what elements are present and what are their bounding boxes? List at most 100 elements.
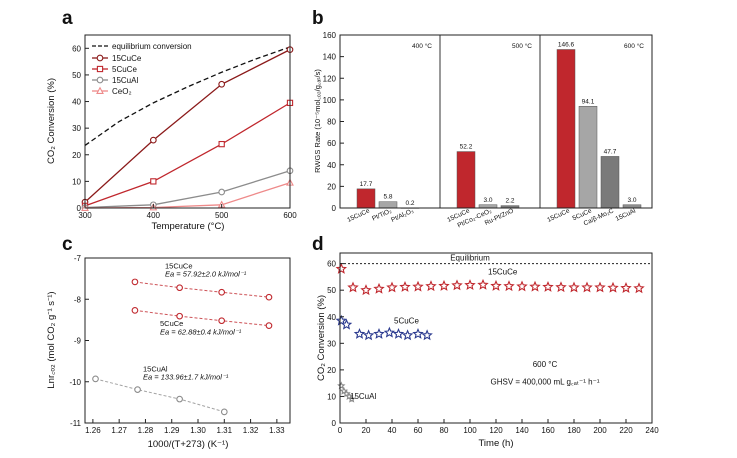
chart-a-ytick-label: 30 — [72, 124, 81, 133]
chart-b-ytick-label: 160 — [323, 31, 337, 40]
chart-c-ea-label: Ea = 57.92±2.0 kJ/mol⁻¹ — [165, 270, 247, 279]
chart-d-point — [373, 282, 385, 294]
panel-label-d: d — [312, 234, 324, 255]
chart-a-point — [218, 188, 226, 196]
chart-c-xtick-label: 1.32 — [243, 426, 259, 435]
chart-a-line-0 — [84, 49, 291, 203]
chart-d-xtick-label: 140 — [515, 426, 529, 435]
chart-a-point — [149, 136, 157, 144]
chart-c-point — [218, 288, 226, 296]
chart-a-frame — [84, 34, 291, 209]
chart-d-series-label: 5CuCe — [394, 316, 419, 325]
chart-d-xtick-label: 40 — [388, 426, 397, 435]
chart-c-xtick-label: 1.33 — [269, 426, 285, 435]
chart-b-bar-value: 52.2 — [460, 144, 473, 151]
chart-a-xtick-label: 600 — [283, 211, 297, 220]
chart-b-ytick-label: 40 — [327, 161, 336, 170]
chart-a-line-1 — [84, 102, 291, 207]
chart-a: a 300 400 500 600 0 10 20 30 40 50 60 Temperature … — [46, 8, 297, 232]
chart-c-fit-line — [95, 378, 225, 413]
chart-b-bar-value: 5.8 — [383, 194, 392, 201]
chart-d-xtick-label: 220 — [619, 426, 633, 435]
chart-d-xtick-label: 240 — [645, 426, 659, 435]
chart-d-point — [383, 326, 396, 338]
chart-b-bar-value: 3.0 — [483, 197, 492, 204]
chart-d-point — [401, 329, 414, 341]
chart-d-point — [594, 281, 606, 293]
chart-c-point — [176, 312, 183, 320]
chart-d-xtick-label: 0 — [338, 426, 343, 435]
chart-a-point — [218, 140, 225, 148]
chart-b-bar — [578, 106, 598, 209]
chart-d-point — [412, 280, 424, 292]
chart-d-ytick-label: 60 — [327, 260, 336, 269]
chart-d-point — [581, 281, 593, 293]
legend-label: 15CuCe — [112, 54, 142, 63]
chart-d-series-label: 15CuCe — [488, 267, 518, 276]
chart-d-xtick-label: 200 — [593, 426, 607, 435]
chart-a-ytick-label: 0 — [77, 204, 82, 213]
chart-c-ytick-label: -7 — [74, 254, 82, 263]
chart-b-bar — [356, 188, 376, 209]
chart-d-xtick-label: 120 — [489, 426, 503, 435]
legend-label: 5CuCe — [112, 65, 137, 74]
chart-b-bar — [556, 49, 576, 209]
chart-c-xtick-label: 1.27 — [111, 426, 127, 435]
chart-a-xtick-label: 500 — [215, 211, 229, 220]
panel-label-c: c — [62, 234, 73, 255]
chart-d-series-label: 15CuAl — [350, 392, 376, 401]
chart-b-ytick-label: 60 — [327, 139, 336, 148]
chart-d-point — [438, 279, 450, 291]
chart-b-ytick-label: 120 — [323, 74, 337, 83]
chart-c-xtick-label: 1.28 — [138, 426, 154, 435]
chart-a-ytick-label: 50 — [72, 71, 81, 80]
chart-d-point — [392, 327, 405, 339]
chart-d-point — [620, 282, 632, 293]
chart-d: d 0 20 40 60 80 100 120 140 160 180 200 220 240 0 10 20… — [312, 234, 659, 449]
chart-b-ytick-label: 100 — [323, 96, 337, 105]
chart-b-ytick-label: 20 — [327, 182, 336, 191]
chart-c-ea-label: Ea = 62.88±0.4 kJ/mol⁻¹ — [160, 327, 242, 336]
chart-b-group-temp: 600 °C — [624, 42, 644, 50]
chart-c-series-label: 15CuAl — [143, 364, 168, 373]
chart-d-ylabel: CO₂ Conversion (%) — [316, 295, 327, 381]
chart-d-point — [399, 280, 411, 292]
chart-c-point — [134, 386, 141, 393]
chart-b-ytick-label: 0 — [332, 204, 337, 213]
chart-d-xtick-label: 100 — [463, 426, 477, 435]
chart-a-equilibrium-line — [84, 46, 291, 146]
chart-a-xlabel: Temperature (°C) — [152, 221, 225, 232]
legend-swatch-marker — [96, 86, 104, 94]
chart-d-condition: 600 °C — [533, 360, 558, 369]
legend-swatch-marker — [96, 76, 104, 84]
chart-c-ytick-label: -11 — [70, 419, 82, 428]
chart-c-series-label: 5CuCe — [160, 319, 183, 328]
chart-c-point — [265, 322, 273, 330]
chart-d-ytick-label: 40 — [327, 313, 336, 322]
chart-a-point — [150, 178, 157, 185]
chart-c: c 1.26 1.27 1.28 1.29 1.30 1.31 1.32 1.33 -7 -8 -9… — [46, 234, 291, 450]
chart-c-xtick-label: 1.30 — [190, 426, 206, 435]
chart-b-ytick-label: 140 — [323, 53, 337, 62]
chart-d-ytick-label: 50 — [327, 286, 336, 295]
chart-c-series-label: 15CuCe — [165, 261, 193, 270]
chart-a-legend: equilibrium conversion 15CuCe 5CuCe 15CuAl C… — [92, 42, 192, 96]
chart-c-fit-line — [134, 309, 270, 327]
chart-b-bar-value: 146.6 — [558, 41, 575, 48]
chart-d-point — [335, 314, 348, 326]
chart-d-point — [542, 280, 554, 292]
chart-d-xlabel: Time (h) — [478, 438, 513, 449]
chart-a-ytick-label: 40 — [72, 98, 81, 107]
chart-c-point — [220, 408, 228, 416]
chart-a-ytick-label: 20 — [72, 151, 81, 160]
chart-d-ytick-label: 30 — [327, 339, 336, 348]
chart-d-point — [607, 281, 619, 293]
chart-c-xtick-label: 1.26 — [85, 426, 101, 435]
chart-d-point — [464, 279, 476, 291]
legend-label-equilibrium: equilibrium conversion — [112, 42, 192, 51]
chart-d-point — [529, 280, 541, 292]
chart-a-line-2 — [84, 170, 291, 209]
legend-swatch-marker — [96, 65, 104, 73]
